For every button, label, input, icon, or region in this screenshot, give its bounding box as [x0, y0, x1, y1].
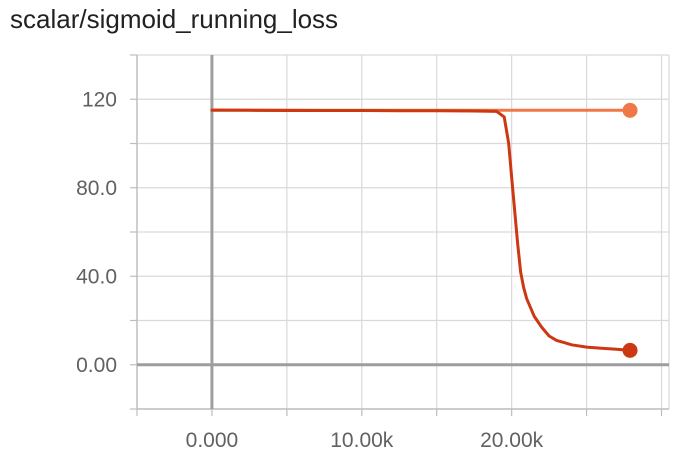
y-tick-label: 0.00 [76, 354, 117, 377]
y-tick-label: 120 [82, 88, 117, 111]
x-tick-label: 0.000 [186, 429, 239, 452]
y-tick-label: 80.0 [76, 177, 117, 200]
y-tick-label: 40.0 [76, 265, 117, 288]
x-tick-label: 20.00k [480, 429, 544, 452]
chart-title: scalar/sigmoid_running_loss [10, 4, 339, 34]
x-tick-label: 10.00k [330, 429, 394, 452]
series-endpoint [622, 342, 638, 358]
series-line [210, 108, 632, 352]
series-endpoint [622, 102, 638, 118]
